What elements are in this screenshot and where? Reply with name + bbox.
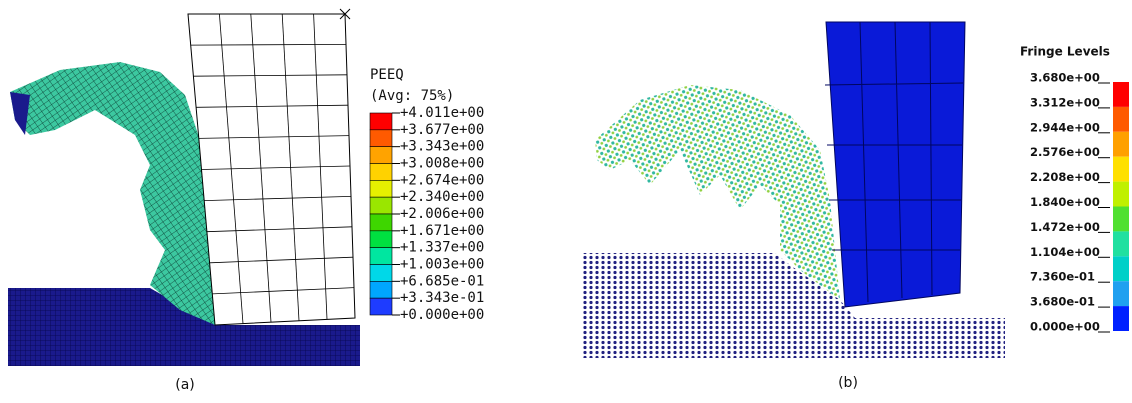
legend-label: 2.208e+00	[1030, 170, 1100, 184]
legend-label: 3.680e-01	[1030, 295, 1095, 309]
legend-swatch	[1113, 231, 1129, 256]
legend-label: +2.006e+00	[400, 206, 484, 222]
legend: PEEQ (Avg: 75%) +4.011e+00+3.677e+00+3.3…	[370, 67, 484, 323]
legend-label: +2.674e+00	[400, 172, 484, 188]
legend-label: 7.360e-01	[1030, 270, 1095, 284]
legend-swatch	[1113, 207, 1129, 232]
legend-label: +6.685e-01	[400, 273, 484, 289]
legend-swatch	[1113, 157, 1129, 182]
legend-label: +1.003e+00	[400, 257, 484, 273]
tool	[826, 22, 965, 307]
legend-label: 3.312e+00	[1030, 95, 1100, 109]
legend-swatch	[1113, 107, 1129, 132]
figure: PEEQ (Avg: 75%) +4.011e+00+3.677e+00+3.3…	[0, 0, 1132, 403]
caption: (a)	[175, 377, 195, 393]
caption: (b)	[838, 375, 858, 391]
legend-swatch	[1113, 256, 1129, 281]
legend-title: PEEQ	[370, 67, 404, 83]
legend-swatch	[370, 265, 392, 282]
legend-label: 0.000e+00	[1030, 320, 1100, 334]
legend-swatch	[1113, 281, 1129, 306]
legend-label: 1.472e+00	[1030, 220, 1100, 234]
legend-label: 2.576e+00	[1030, 145, 1100, 159]
legend-label: +3.008e+00	[400, 156, 484, 172]
legend-label: +1.337e+00	[400, 240, 484, 256]
legend-swatch	[370, 231, 392, 248]
legend-label: +0.000e+00	[400, 307, 484, 323]
legend-label: +4.011e+00	[400, 105, 484, 121]
simulation-b	[583, 22, 1005, 358]
legend-label: +3.677e+00	[400, 122, 484, 138]
legend-swatch	[370, 164, 392, 181]
legend-label: 3.680e+00	[1030, 71, 1100, 85]
chip	[10, 62, 215, 325]
tool	[188, 9, 355, 325]
legend-title: Fringe Levels	[1020, 45, 1110, 59]
legend-swatch	[1113, 132, 1129, 157]
legend-swatch	[370, 147, 392, 164]
legend-swatch	[370, 298, 392, 315]
legend-swatch	[370, 197, 392, 214]
legend-swatch	[370, 248, 392, 265]
legend-label: +2.340e+00	[400, 189, 484, 205]
legend-swatch	[1113, 182, 1129, 207]
legend-swatch	[370, 113, 392, 130]
simulation-a	[8, 9, 360, 366]
legend-swatch	[1113, 306, 1129, 331]
legend-subtitle: (Avg: 75%)	[370, 88, 454, 104]
legend-label: +1.671e+00	[400, 223, 484, 239]
legend-swatch	[370, 180, 392, 197]
legend-swatch	[370, 214, 392, 231]
legend-swatch	[370, 130, 392, 147]
legend-swatch	[370, 281, 392, 298]
legend-label: 1.840e+00	[1030, 195, 1100, 209]
legend: Fringe Levels 3.680e+00 3.312e+00 2.944e+0…	[1020, 45, 1129, 334]
legend-label: +3.343e-01	[400, 290, 484, 306]
legend-label: +3.343e+00	[400, 139, 484, 155]
legend-label: 2.944e+00	[1030, 120, 1100, 134]
legend-swatch	[1113, 82, 1129, 107]
legend-label: 1.104e+00	[1030, 245, 1100, 259]
